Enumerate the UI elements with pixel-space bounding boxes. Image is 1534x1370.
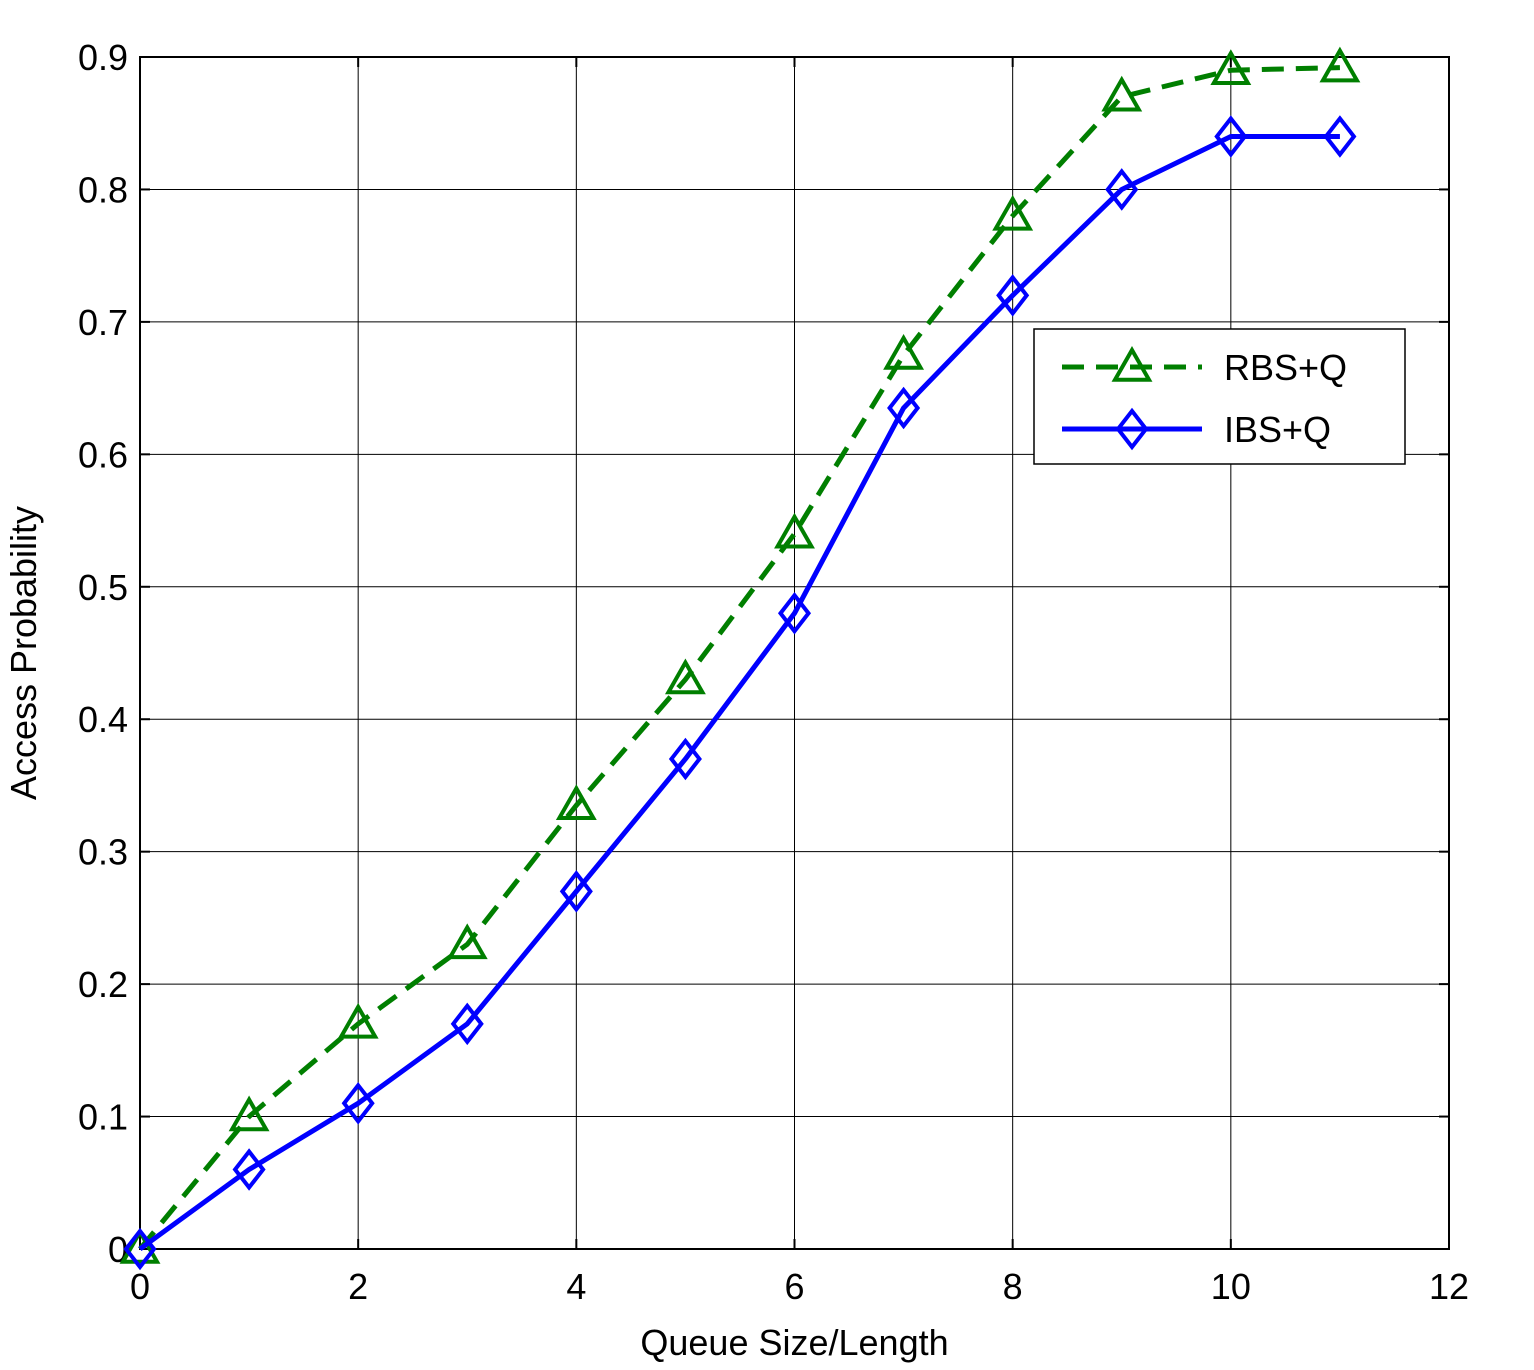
legend-entries: RBS+Q IBS+Q: [1062, 345, 1347, 451]
data-point-marker: [1214, 115, 1248, 158]
data-point-marker: [996, 274, 1030, 317]
y-tick-label: 0.4: [78, 699, 128, 740]
x-tick-label: 2: [348, 1266, 368, 1307]
data-point-marker: [777, 592, 812, 635]
x-tick-label: 6: [784, 1266, 804, 1307]
data-point-marker: [992, 194, 1034, 231]
data-point-marker: [559, 870, 593, 913]
legend-label: RBS+Q: [1224, 347, 1347, 388]
series-line: [138, 65, 1340, 1251]
data-point-marker: [774, 512, 815, 549]
data-point-marker: [1323, 115, 1357, 158]
x-tick-label: 8: [1003, 1266, 1023, 1307]
y-tick-label: 0.5: [78, 567, 128, 608]
y-axis-title: Access Probability: [3, 506, 44, 800]
data-point-marker: [337, 1002, 379, 1039]
data-point-marker: [887, 386, 921, 430]
legend-entry: RBS+Q: [1062, 345, 1347, 388]
data-point-marker: [228, 1095, 270, 1132]
y-tick-label: 0.1: [78, 1097, 128, 1138]
series-rbs-q: [119, 46, 1361, 1264]
axis-ticks: [139, 56, 1450, 1250]
series-layer: [119, 46, 1361, 1271]
y-tick-label: 0.7: [78, 302, 128, 343]
grid-lines: [139, 56, 1450, 1250]
x-tick-label: 0: [130, 1266, 150, 1307]
x-tick-label: 10: [1211, 1266, 1251, 1307]
data-point-marker: [664, 658, 706, 695]
data-point-marker: [668, 737, 702, 781]
legend-box: [1033, 328, 1406, 465]
y-tick-label: 0.2: [78, 964, 128, 1005]
y-tick-label: 0.6: [78, 434, 128, 475]
data-point-marker: [555, 784, 597, 821]
legend-entry: IBS+Q: [1062, 407, 1331, 451]
y-tick-label: 0.8: [78, 169, 128, 210]
data-point-marker: [1105, 168, 1139, 211]
data-point-marker: [1319, 46, 1361, 83]
x-axis-tick-labels: 0 2 4 6 8 10 12: [130, 1266, 1469, 1307]
data-point-marker: [232, 1148, 266, 1191]
data-point-marker: [1101, 75, 1143, 112]
legend-label: IBS+Q: [1224, 409, 1331, 450]
data-point-marker: [446, 923, 488, 960]
data-point-marker: [1210, 49, 1252, 85]
data-point-marker: [883, 333, 925, 370]
y-tick-label: 0.3: [78, 832, 128, 873]
data-point-marker: [450, 1002, 484, 1046]
legend: RBS+Q IBS+Q: [1033, 328, 1406, 465]
y-tick-label: 0.9: [78, 37, 128, 78]
data-point-marker: [123, 1227, 157, 1271]
series-line: [138, 133, 1340, 1252]
x-tick-label: 4: [566, 1266, 586, 1307]
x-axis-title: Queue Size/Length: [640, 1322, 948, 1363]
series-ibs-q: [123, 115, 1357, 1271]
y-axis-tick-labels: 00.10.20.30.40.50.60.70.80.9: [78, 37, 128, 1270]
legend-marker: [1115, 407, 1149, 451]
legend-marker: [1111, 345, 1153, 382]
data-point-marker: [341, 1082, 375, 1125]
data-point-marker: [119, 1227, 161, 1264]
x-tick-label: 12: [1429, 1266, 1469, 1307]
